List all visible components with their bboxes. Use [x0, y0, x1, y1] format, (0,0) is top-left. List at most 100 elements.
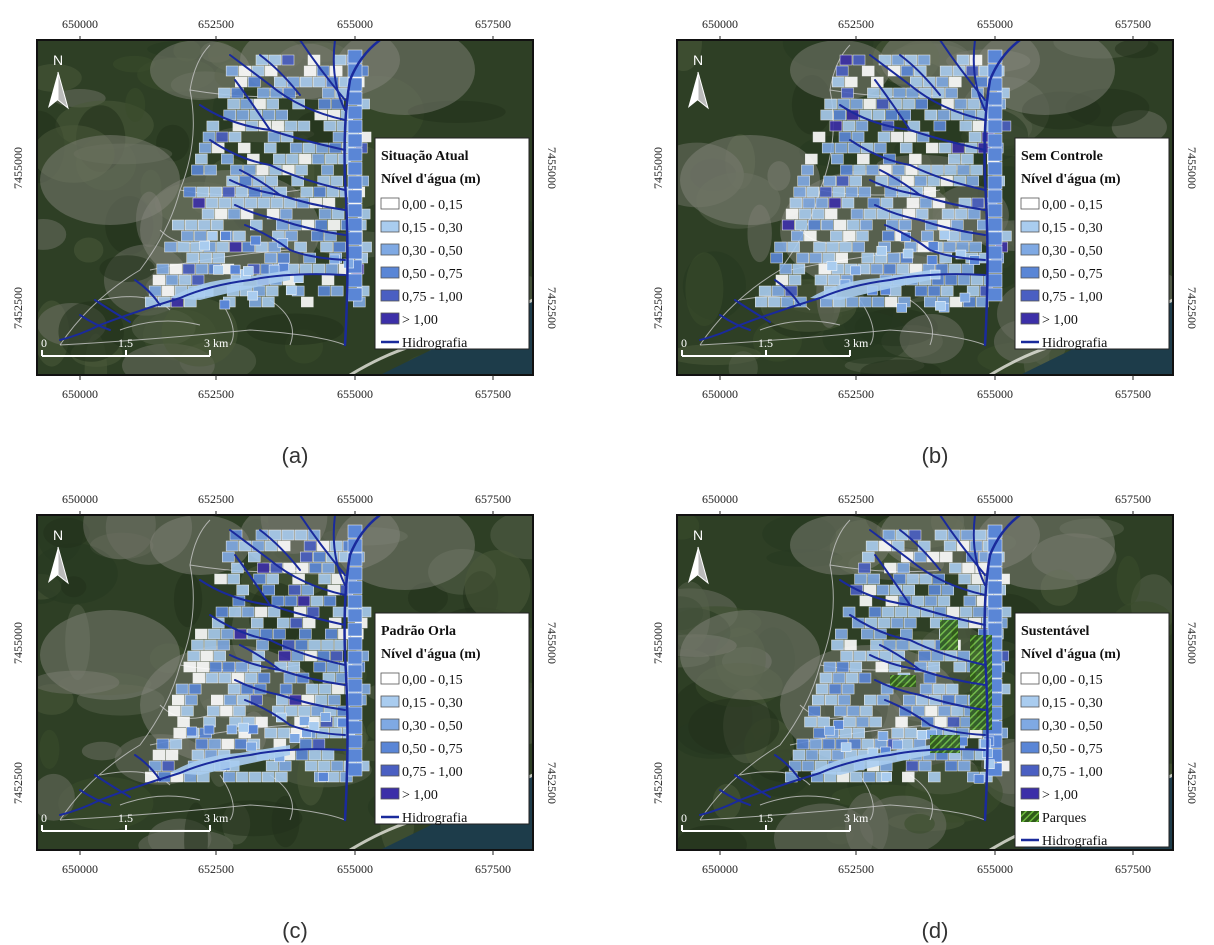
map-panel-c: N 0 1.5 3 km 650000 650000 652500 652500 655000 6…	[0, 475, 590, 945]
scale-bar: 0 1.5 3 km	[681, 811, 869, 832]
legend-swatch	[1020, 718, 1040, 731]
legend-swatch	[1020, 672, 1040, 685]
legend-swatch	[1020, 266, 1040, 279]
x-tick-label: 650000	[702, 17, 738, 31]
panel-caption: (a)	[281, 443, 309, 468]
y-tick-label: 7452500	[545, 762, 559, 804]
legend: Padrão Orla Nível d'água (m) 0,00 - 0,15 0,…	[374, 612, 530, 826]
legend-class-label: 0,00 - 0,15	[402, 673, 463, 688]
flood-map: N 0 1.5 3 km 650000 650000 652500 652500 655000 6…	[11, 492, 559, 876]
legend-swatch	[1020, 764, 1040, 777]
legend-class-label: 0,00 - 0,15	[1042, 198, 1103, 213]
legend-swatch	[380, 243, 400, 256]
legend-class-label: 0,50 - 0,75	[402, 742, 463, 757]
panel-caption: (d)	[921, 918, 949, 943]
scale-bar: 0 1.5 3 km	[41, 336, 229, 357]
legend-class-label: 0,75 - 1,00	[1042, 290, 1103, 305]
legend-swatch	[1020, 741, 1040, 754]
legend-class-label: 0,15 - 0,30	[402, 221, 463, 236]
north-label: N	[53, 52, 63, 68]
x-tick-label: 650000	[702, 387, 738, 401]
x-tick-label: 652500	[198, 17, 234, 31]
scale-label: 1.5	[758, 336, 773, 350]
legend-swatch	[1020, 243, 1040, 256]
north-arrow-icon: N	[688, 527, 709, 585]
y-tick-label: 7455000	[11, 147, 25, 189]
legend-swatch	[380, 220, 400, 233]
x-tick-label: 657500	[475, 862, 511, 876]
x-tick-label: 650000	[62, 17, 98, 31]
scale-label: 3 km	[204, 336, 229, 350]
legend-class-label: 0,30 - 0,50	[402, 719, 463, 734]
legend-swatch	[380, 764, 400, 777]
legend-subtitle: Nível d'água (m)	[1021, 647, 1121, 662]
x-tick-label: 650000	[62, 492, 98, 506]
map-panel-a: N 0 1.5 3 km 650000 650000 652500 652500 655000 6…	[0, 0, 590, 470]
x-tick-label: 650000	[62, 862, 98, 876]
y-tick-label: 7455000	[651, 622, 665, 664]
y-tick-label: 7455000	[1185, 147, 1199, 189]
y-tick-label: 7455000	[545, 147, 559, 189]
y-tick-label: 7455000	[11, 622, 25, 664]
map-panel-d: N 0 1.5 3 km 650000 650000 652500 652500 655000 6…	[640, 475, 1214, 945]
panel-caption: (c)	[282, 918, 308, 943]
legend-class-label: 0,50 - 0,75	[1042, 267, 1103, 282]
y-tick-label: 7452500	[1185, 287, 1199, 329]
legend-class-label: > 1,00	[1042, 313, 1078, 328]
scale-label: 1.5	[118, 336, 133, 350]
legend-scenario-title: Situação Atual	[381, 149, 469, 164]
legend-class-label: 0,15 - 0,30	[1042, 221, 1103, 236]
legend-class-label: > 1,00	[402, 313, 438, 328]
scale-label: 3 km	[204, 811, 229, 825]
legend-swatch	[380, 741, 400, 754]
x-tick-label: 655000	[337, 492, 373, 506]
x-tick-label: 657500	[1115, 17, 1151, 31]
legend-class-label: 0,75 - 1,00	[1042, 765, 1103, 780]
y-tick-label: 7452500	[11, 762, 25, 804]
legend-class-label: 0,15 - 0,30	[402, 696, 463, 711]
scale-label: 3 km	[844, 336, 869, 350]
x-tick-label: 655000	[337, 17, 373, 31]
legend-parks-label: Parques	[1042, 811, 1086, 826]
x-tick-label: 657500	[1115, 387, 1151, 401]
legend-scenario-title: Sem Controle	[1021, 149, 1103, 164]
legend-class-label: > 1,00	[1042, 788, 1078, 803]
scale-label: 1.5	[118, 811, 133, 825]
legend-hydro-label: Hidrografia	[402, 811, 468, 826]
legend-class-label: 0,00 - 0,15	[1042, 673, 1103, 688]
legend-swatch	[380, 312, 400, 325]
x-tick-label: 655000	[977, 387, 1013, 401]
panel-caption: (b)	[921, 443, 949, 468]
x-tick-label: 655000	[977, 862, 1013, 876]
legend-class-label: 0,75 - 1,00	[402, 290, 463, 305]
x-tick-label: 657500	[475, 387, 511, 401]
scale-bar: 0 1.5 3 km	[681, 336, 869, 357]
legend-swatch	[380, 197, 400, 210]
legend-swatch	[380, 787, 400, 800]
x-tick-label: 657500	[475, 492, 511, 506]
north-label: N	[53, 527, 63, 543]
x-tick-label: 655000	[337, 862, 373, 876]
legend-hydro-label: Hidrografia	[402, 336, 468, 351]
scale-label: 0	[681, 811, 687, 825]
legend-swatch	[380, 718, 400, 731]
y-tick-label: 7452500	[11, 287, 25, 329]
x-tick-label: 652500	[198, 492, 234, 506]
legend-class-label: > 1,00	[402, 788, 438, 803]
legend-class-label: 0,30 - 0,50	[402, 244, 463, 259]
flood-map: N 0 1.5 3 km 650000 650000 652500 652500 655000 6…	[11, 17, 559, 401]
north-arrow-icon: N	[48, 527, 69, 585]
legend: Sustentável Nível d'água (m) 0,00 - 0,15 0,…	[1014, 612, 1170, 849]
north-arrow-icon: N	[48, 52, 69, 110]
north-label: N	[693, 527, 703, 543]
north-label: N	[693, 52, 703, 68]
legend-class-label: 0,30 - 0,50	[1042, 244, 1103, 259]
x-tick-label: 655000	[337, 387, 373, 401]
legend: Situação Atual Nível d'água (m) 0,00 - 0,1…	[374, 137, 530, 351]
y-tick-label: 7455000	[545, 622, 559, 664]
legend-swatch	[1020, 289, 1040, 302]
scale-label: 0	[681, 336, 687, 350]
legend-subtitle: Nível d'água (m)	[381, 172, 481, 187]
y-tick-label: 7455000	[1185, 622, 1199, 664]
x-tick-label: 652500	[838, 492, 874, 506]
